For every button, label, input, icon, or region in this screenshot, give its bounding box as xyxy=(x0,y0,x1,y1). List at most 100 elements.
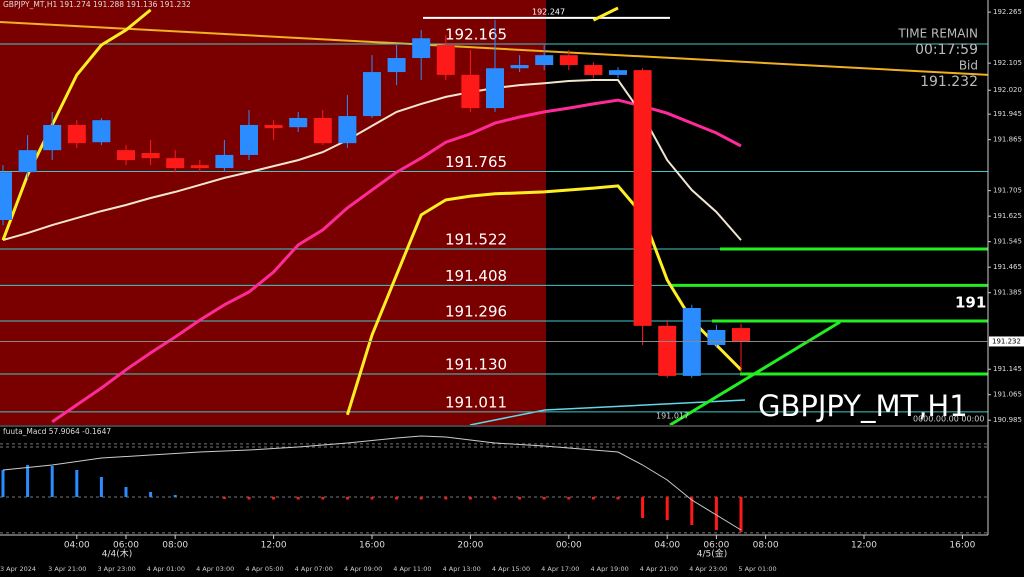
macd-bar xyxy=(26,465,30,497)
candle-body xyxy=(43,124,62,151)
cut-label: 191. xyxy=(955,294,992,312)
y-tick-label: 192.265 xyxy=(993,8,1022,16)
x-tick-label: 00:00 xyxy=(556,541,582,551)
candle-body xyxy=(486,68,504,109)
candle-body xyxy=(559,55,578,66)
server-time-label: 3 Apr 23:00 xyxy=(97,565,135,573)
macd-title: fuuta_Macd 57.9064 -0.1647 xyxy=(3,427,111,436)
candle-body xyxy=(387,58,406,73)
server-time-label: 5 Apr 01:00 xyxy=(738,565,776,573)
y-tick-label: 191.145 xyxy=(993,365,1022,373)
info-label: TIME REMAIN xyxy=(897,27,978,41)
indicator-line xyxy=(51,98,742,424)
level-label: 191.296 xyxy=(445,303,507,321)
info-bid-label: Bid xyxy=(959,59,978,73)
macd-bar xyxy=(468,497,472,500)
y-tick-label: 192.020 xyxy=(993,86,1022,94)
macd-bar xyxy=(124,487,128,497)
server-time-label: 3 Apr 21:00 xyxy=(48,565,86,573)
macd-bar xyxy=(321,497,325,500)
server-time-label: 4 Apr 19:00 xyxy=(590,565,628,573)
high-label: 192.247 xyxy=(532,7,565,16)
server-time-label: 4 Apr 15:00 xyxy=(492,565,530,573)
macd-line xyxy=(2,435,742,531)
candle-body xyxy=(264,124,283,129)
candle-body xyxy=(67,124,86,144)
macd-bar xyxy=(665,497,669,520)
macd-bar xyxy=(296,497,300,500)
server-time-label: 4 Apr 13:00 xyxy=(443,565,481,573)
y-tick-label: 192.105 xyxy=(993,59,1022,67)
macd-bar xyxy=(50,466,54,497)
macd-bar xyxy=(247,497,251,500)
candle-body xyxy=(412,38,431,59)
level-label: 191.765 xyxy=(445,153,507,171)
price-panel: 192.165191.765191.522191.408191.296191.1… xyxy=(0,0,992,425)
server-time-label: 4 Apr 23:00 xyxy=(689,565,727,573)
axis-strip xyxy=(988,0,1024,577)
bid-box xyxy=(989,336,1024,347)
candle-body xyxy=(190,165,209,169)
session-background xyxy=(0,0,546,425)
macd-bar xyxy=(518,497,522,500)
indicator-line xyxy=(2,79,742,242)
macd-bar xyxy=(272,497,276,500)
info-bid: 191.232 xyxy=(920,74,978,90)
candle-body xyxy=(584,65,603,75)
candle-body xyxy=(461,74,480,109)
candle-body xyxy=(0,172,12,220)
candle-body xyxy=(363,72,381,117)
macd-bar xyxy=(99,477,103,497)
macd-bar xyxy=(1,470,5,497)
candle-body xyxy=(732,328,750,342)
x-tick-label: 04:00 xyxy=(64,541,90,551)
watermark: GBPJPY_MT,H1 xyxy=(758,389,968,423)
server-time-label: 4 Apr 05:00 xyxy=(245,565,283,573)
y-tick-label: 191.705 xyxy=(993,187,1022,195)
macd-bar xyxy=(419,497,423,500)
macd-bar xyxy=(567,497,571,500)
bid-axis-label: 191.232 xyxy=(992,337,1021,345)
server-time-label: 4 Apr 03:00 xyxy=(196,565,234,573)
candle-body xyxy=(166,158,185,169)
candle-body xyxy=(215,154,234,169)
candle-body xyxy=(510,65,529,69)
x-tick-label: 20:00 xyxy=(457,541,483,551)
macd-bar xyxy=(739,497,743,532)
candle-body xyxy=(117,150,135,161)
candle-body xyxy=(658,325,677,376)
x-tick-label: 12:00 xyxy=(261,541,287,551)
date-label: 4/5(金) xyxy=(697,548,728,560)
candle-body xyxy=(707,329,726,345)
macd-bar xyxy=(591,497,595,500)
macd-bar xyxy=(222,497,226,499)
level-label: 191.522 xyxy=(445,231,507,249)
candle-body xyxy=(535,55,554,66)
macd-bar xyxy=(345,497,349,500)
date-label: 4/4(木) xyxy=(102,548,133,560)
candle-body xyxy=(609,70,627,75)
candle-body xyxy=(313,117,332,144)
x-tick-label: 06:00 xyxy=(703,541,729,551)
trendline xyxy=(0,21,988,76)
macd-bar xyxy=(690,497,694,525)
macd-bar xyxy=(395,497,399,500)
macd-bar xyxy=(493,497,497,500)
macd-bar xyxy=(149,492,153,497)
macd-bar xyxy=(714,497,718,530)
server-time-label: 4 Apr 07:00 xyxy=(295,565,333,573)
candle-body xyxy=(92,120,111,143)
candle-body xyxy=(633,70,652,326)
x-tick-label: 08:00 xyxy=(753,541,779,551)
candle-body xyxy=(338,116,357,144)
marker-label: 191.017 xyxy=(656,412,689,421)
chart-title: GBPJPY_MT,H1 191.274 191.288 191.136 191… xyxy=(3,0,191,9)
candle-body xyxy=(436,44,455,75)
y-tick-label: 191.065 xyxy=(993,391,1022,399)
y-tick-label: 191.465 xyxy=(993,263,1022,271)
info-time: 00:17:59 xyxy=(915,42,978,58)
candle-body xyxy=(289,117,308,128)
x-tick-label: 16:00 xyxy=(359,541,385,551)
y-tick-label: 191.545 xyxy=(993,238,1022,246)
